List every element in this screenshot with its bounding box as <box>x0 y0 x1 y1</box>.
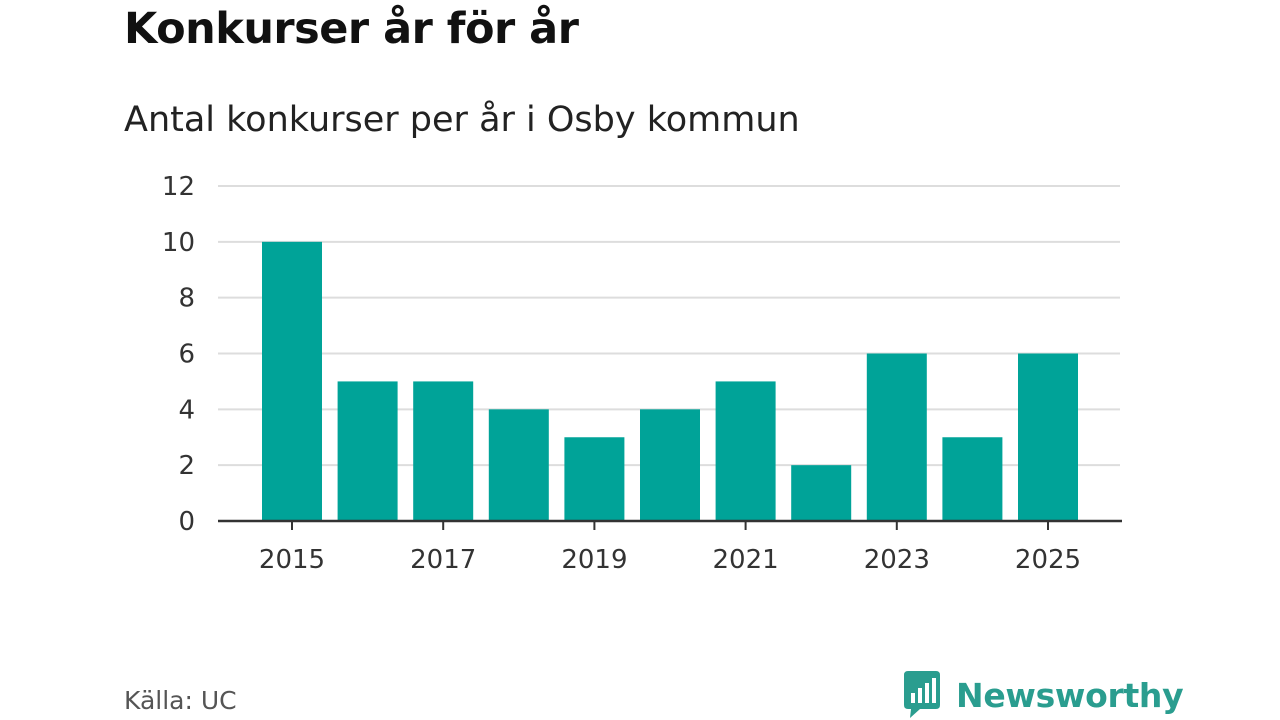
y-tick-label: 4 <box>178 395 195 425</box>
x-tick-label: 2023 <box>864 545 930 575</box>
y-tick-label: 10 <box>162 228 195 258</box>
tick-labels: 0 2 4 6 8 10 12 2015 2017 2019 2021 2023 2025 <box>162 172 1081 575</box>
y-tick-label: 0 <box>178 507 195 537</box>
bar-2019 <box>564 437 625 521</box>
bar-2018 <box>488 409 549 521</box>
y-tick-label: 8 <box>178 284 195 314</box>
newsworthy-logo-icon <box>904 671 940 718</box>
brand-name: Newsworthy <box>956 675 1184 715</box>
x-tick-label: 2021 <box>713 545 779 575</box>
x-tick-label: 2017 <box>410 545 476 575</box>
brand-logo: Newsworthy <box>902 670 1184 720</box>
bar-2017 <box>413 381 474 521</box>
chart-title: Konkurser år för år <box>124 4 579 54</box>
chart-subtitle: Antal konkurser per år i Osby kommun <box>124 100 800 140</box>
x-tick-label: 2025 <box>1015 545 1081 575</box>
y-tick-label: 6 <box>178 340 195 370</box>
bar-2023 <box>866 353 927 521</box>
source-note: Källa: UC <box>124 686 237 715</box>
bar-chart: 0 2 4 6 8 10 12 2015 2017 2019 2021 2023 2025 <box>162 172 1122 575</box>
x-tick-label: 2019 <box>561 545 627 575</box>
bar-2015 <box>262 241 322 522</box>
bar-2024 <box>942 437 1003 521</box>
y-tick-label: 12 <box>162 172 195 202</box>
axes <box>218 519 1122 530</box>
bar-2016 <box>337 381 398 521</box>
bar-2020 <box>640 409 700 521</box>
x-tick-label: 2015 <box>259 545 325 575</box>
bars <box>262 241 1078 522</box>
y-tick-label: 2 <box>178 451 195 481</box>
bar-2025 <box>1018 353 1078 521</box>
bar-2022 <box>791 465 852 521</box>
bar-2021 <box>715 381 776 521</box>
